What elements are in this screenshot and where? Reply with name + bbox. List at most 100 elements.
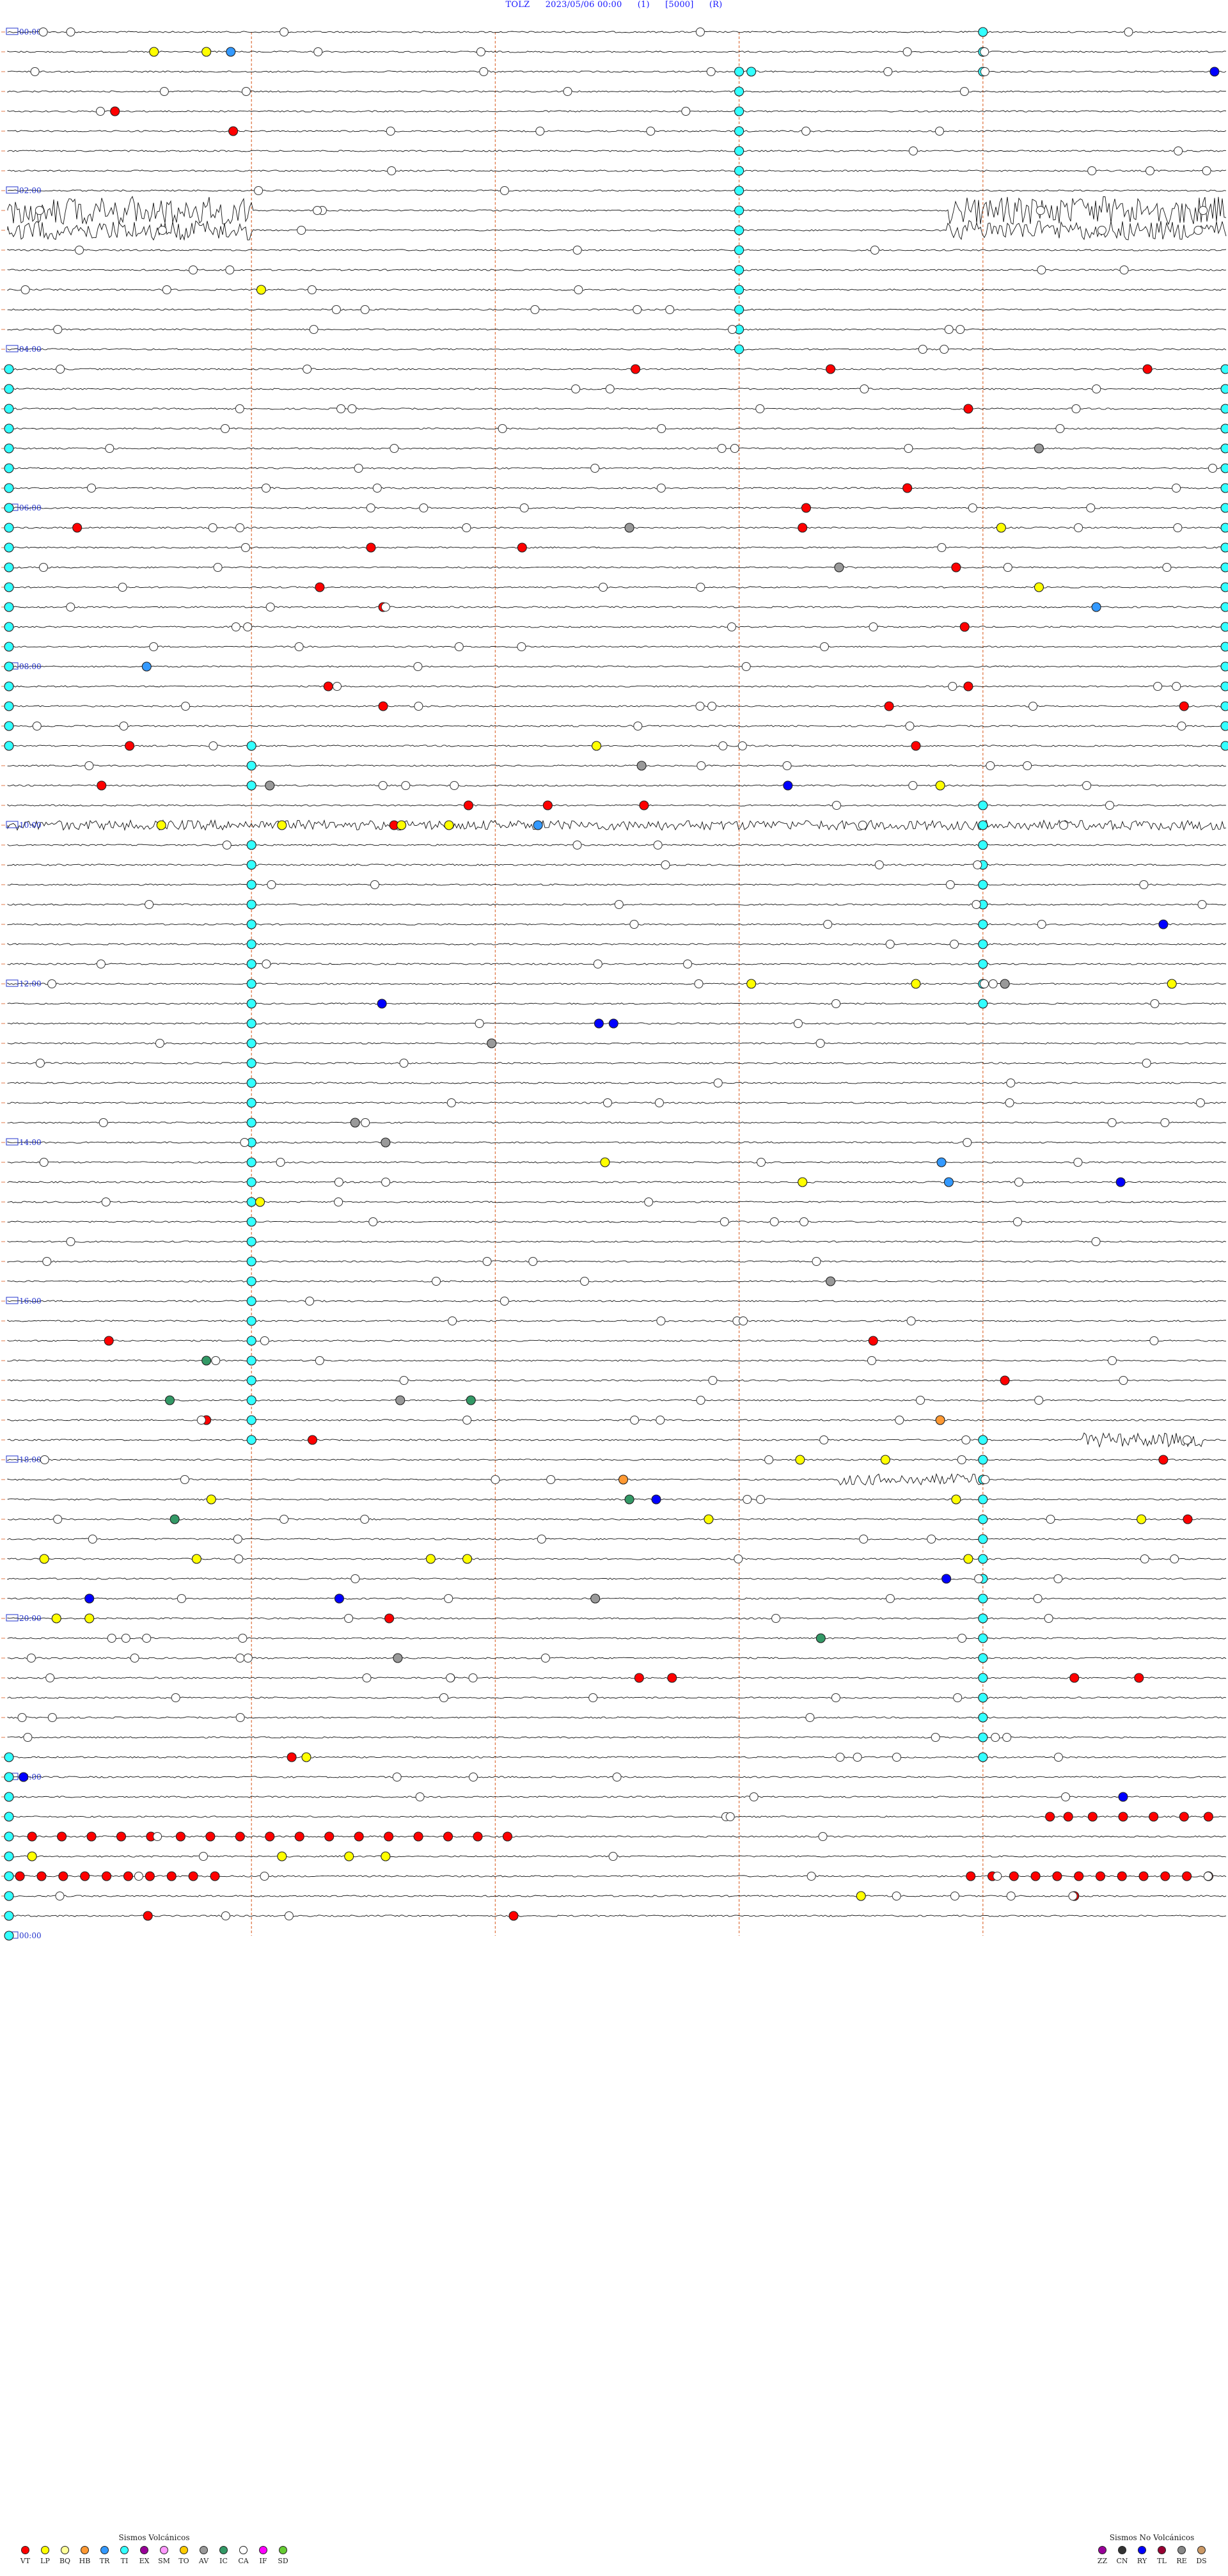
trace-row-89 <box>7 1796 1227 1798</box>
event-ca-42-1 <box>874 860 884 869</box>
event-ti-4-60 <box>246 1217 256 1227</box>
event-vt-114 <box>1063 1812 1073 1822</box>
trace-row-63 <box>7 1280 1227 1283</box>
legend-volcanic-label-hb: HB <box>79 2557 91 2565</box>
event-ca-82-1 <box>235 1654 245 1663</box>
event-ti-0-3 <box>734 86 744 97</box>
trace-row-34 <box>7 705 1226 707</box>
trace-row-58 <box>7 1181 1227 1183</box>
legend-volcanic-swatch-av <box>200 2546 208 2554</box>
event-ti-8-22 <box>1220 463 1228 473</box>
event-ca-19-0 <box>1071 404 1081 413</box>
event-vt-42 <box>463 800 474 810</box>
event-av-59 <box>487 1038 497 1048</box>
event-ti-6-77 <box>978 1554 988 1564</box>
event-ca-54-2 <box>1005 1098 1014 1107</box>
event-vt-113 <box>1045 1812 1055 1822</box>
event-ca-70-0 <box>656 1416 665 1425</box>
event-run-2-4 <box>102 1871 112 1881</box>
event-ti-9-93 <box>4 1871 14 1881</box>
legend-nonvolcanic-item-ds: DS <box>1192 2546 1211 2565</box>
event-vt-107 <box>1069 1673 1080 1683</box>
legend-volcanic-item-ex: EX <box>134 2546 154 2565</box>
event-ca-48-0 <box>980 979 989 988</box>
trace-row-82 <box>7 1657 1227 1659</box>
event-ti-4-52 <box>246 1058 256 1068</box>
event-ca-93-3 <box>134 1872 143 1881</box>
event-ca-9-1 <box>1035 206 1045 215</box>
event-ti-8-23 <box>1220 483 1228 493</box>
event-ca-3-2 <box>563 87 572 96</box>
event-ca-68-1 <box>708 1376 718 1385</box>
legend-volcanic-label-if: IF <box>259 2557 267 2565</box>
event-ca-82-3 <box>243 1654 253 1663</box>
legend-nonvolcanic-label-ds: DS <box>1196 2557 1207 2565</box>
event-ca-87-0 <box>853 1753 862 1762</box>
event-ca-43-0 <box>1139 880 1149 889</box>
event-ti-7-30 <box>4 622 14 632</box>
trace-row-10 <box>7 220 1227 241</box>
event-ti-4-59 <box>246 1197 256 1207</box>
event-vt-43 <box>542 800 553 810</box>
trace-row-48 <box>7 983 1227 985</box>
event-ca-43-1 <box>267 880 276 889</box>
event-ca-14-3 <box>360 305 370 314</box>
event-ti-1-0 <box>978 27 988 37</box>
event-ca-23-1 <box>262 484 271 493</box>
event-av-12 <box>1034 443 1044 454</box>
legend-nonvolcanic: Sismos No Volcánicos ZZ CN RY TL RE DS <box>1092 2533 1211 2565</box>
trace-row-27 <box>7 566 1227 569</box>
event-ca-6-1 <box>1174 146 1183 155</box>
event-ca-45-2 <box>1037 920 1046 929</box>
event-ca-76-3 <box>233 1535 242 1544</box>
legend-volcanic-label-to: TO <box>178 2557 189 2565</box>
event-tr-26 <box>1091 602 1101 612</box>
trace-row-11 <box>7 249 1227 251</box>
trace-row-20 <box>7 427 1227 430</box>
event-ca-62-1 <box>528 1257 538 1266</box>
event-ry-66 <box>1115 1177 1126 1187</box>
event-ti-4-68 <box>246 1375 256 1386</box>
event-ca-71-1 <box>819 1435 829 1444</box>
event-ca-52-1 <box>35 1059 45 1068</box>
trace-row-93 <box>7 1875 1227 1877</box>
trace-row-43 <box>7 883 1227 886</box>
event-ca-13-2 <box>162 285 171 294</box>
hour-label-9: 18:00 <box>19 1455 42 1464</box>
trace-row-19 <box>7 407 1227 410</box>
trace-row-32 <box>7 665 1227 668</box>
event-ca-0-4 <box>695 28 705 36</box>
event-ti-6-87 <box>978 1752 988 1762</box>
event-ca-28-0 <box>118 583 127 592</box>
event-ti-4-66 <box>246 1336 256 1346</box>
event-ti-4-45 <box>246 919 256 929</box>
event-ca-92-0 <box>199 1852 208 1861</box>
event-ca-7-0 <box>387 166 397 175</box>
event-ca-71-2 <box>961 1435 971 1444</box>
event-ca-83-4 <box>446 1673 455 1682</box>
trace-row-15 <box>7 328 1227 331</box>
trace-row-59 <box>7 1201 1227 1203</box>
event-ti-8-32 <box>1220 661 1228 672</box>
event-ca-93-2 <box>807 1872 816 1881</box>
event-ca-65-2 <box>448 1316 457 1325</box>
header-flag: (R) <box>709 0 723 10</box>
event-ca-40-0 <box>1059 821 1069 830</box>
event-ca-49-1 <box>1150 999 1160 1008</box>
event-ca-20-1 <box>498 424 507 433</box>
event-ti-7-34 <box>4 701 14 711</box>
event-ca-2-1 <box>980 67 989 76</box>
event-ca-20-3 <box>657 424 666 433</box>
trace-row-46 <box>7 943 1227 945</box>
trace-row-62 <box>7 1260 1227 1263</box>
event-ca-68-0 <box>399 1376 409 1385</box>
trace-group <box>1 31 1227 1917</box>
event-run-3-3 <box>1030 1871 1041 1881</box>
event-ca-74-1 <box>756 1495 766 1504</box>
event-ca-34-2 <box>414 702 423 711</box>
event-ca-73-1 <box>180 1475 189 1484</box>
trace-row-45 <box>7 923 1227 926</box>
event-ic-74 <box>164 1395 175 1405</box>
event-ca-11-0 <box>572 246 582 255</box>
